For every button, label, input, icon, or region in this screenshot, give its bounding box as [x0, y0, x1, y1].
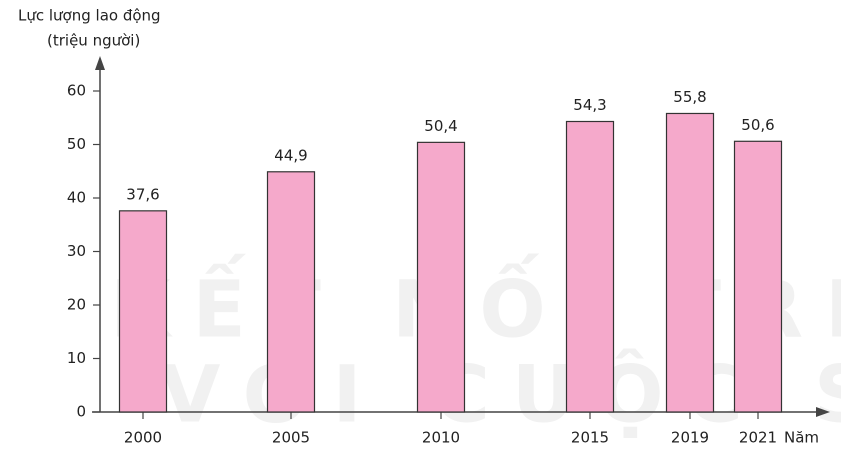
y-tick-label: 20	[67, 296, 86, 314]
value-label: 50,6	[741, 116, 774, 134]
x-tick-label: 2015	[571, 429, 609, 447]
y-tick-label: 50	[67, 135, 86, 153]
value-label: 44,9	[274, 146, 307, 164]
x-tick-label: 2019	[671, 429, 709, 447]
bar	[565, 120, 615, 413]
x-tick-label: 2021	[739, 429, 777, 447]
value-label: 37,6	[126, 185, 159, 203]
bar	[266, 171, 316, 413]
x-axis-label: Năm	[784, 429, 819, 447]
y-axis-label: Lực lượng lao động	[18, 7, 161, 25]
bar	[416, 141, 466, 413]
y-tick-label: 10	[67, 349, 86, 367]
y-tick-label: 60	[67, 82, 86, 100]
x-tick-label: 2010	[422, 429, 460, 447]
value-label: 54,3	[573, 96, 606, 114]
x-tick-label: 2000	[124, 429, 162, 447]
bar	[733, 140, 783, 413]
x-arrow	[816, 407, 830, 417]
y-arrow	[95, 56, 105, 70]
bar	[118, 210, 168, 413]
y-axis-unit: (triệu người)	[47, 32, 140, 50]
watermark: KẾT NỐI TRI THỨC	[110, 253, 841, 355]
x-tick-label: 2005	[272, 429, 310, 447]
bar	[665, 112, 715, 413]
y-tick-label: 40	[67, 189, 86, 207]
value-label: 55,8	[673, 88, 706, 106]
value-label: 50,4	[424, 117, 457, 135]
y-tick-label: 30	[67, 242, 86, 260]
y-tick-label: 0	[76, 403, 86, 421]
